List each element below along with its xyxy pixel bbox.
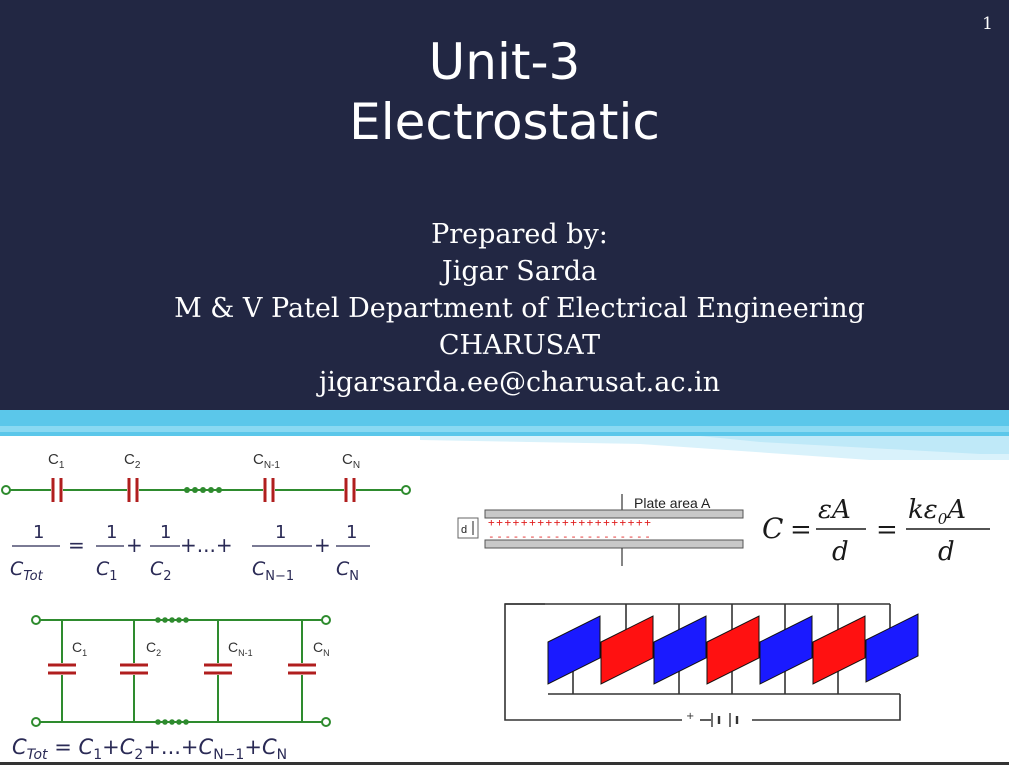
- svg-text:CN: CN: [342, 451, 360, 471]
- svg-text:C1: C1: [48, 451, 65, 471]
- author-name: Jigar Sarda: [441, 256, 598, 287]
- svg-text:d: d: [832, 537, 849, 567]
- svg-text:kε0A: kε0A: [908, 495, 966, 528]
- author-email: jigarsarda.ee@charusat.ac.in: [318, 367, 721, 398]
- capacitance-formula: C = εA d = kε0A d: [762, 495, 990, 567]
- parallel-formula: CTot = C1+C2+...+CN−1+CN: [12, 735, 287, 763]
- multi-plate-capacitor: +: [504, 603, 919, 728]
- decorative-stripes: [0, 410, 1009, 460]
- institution-name: CHARUSAT: [438, 330, 601, 361]
- plate-capacitor-diagram: Plate area A ++++++++++++++++++++ ------…: [457, 494, 990, 728]
- svg-text:=: =: [68, 533, 85, 557]
- svg-text:++++++++++++++++++++: ++++++++++++++++++++: [488, 516, 652, 529]
- svg-text:+: +: [126, 533, 143, 557]
- svg-text:d: d: [461, 524, 467, 536]
- svg-text:CN-1: CN-1: [253, 451, 280, 471]
- svg-text:1: 1: [275, 522, 286, 543]
- author-block: Prepared by: Jigar Sarda M & V Patel Dep…: [0, 216, 1009, 401]
- svg-text:--------------------: --------------------: [488, 530, 652, 543]
- svg-text:C2: C2: [124, 451, 141, 471]
- svg-text:1: 1: [346, 522, 357, 543]
- svg-text:1: 1: [160, 522, 171, 543]
- svg-text:+: +: [686, 711, 694, 722]
- bottom-border: [0, 762, 1009, 765]
- capacitor-circuits: C1 C2 CN-1 CN 1 CTot = 1 C1 + 1 C2 +...+…: [1, 451, 411, 763]
- svg-text:εA: εA: [818, 495, 851, 525]
- svg-text:+...+: +...+: [180, 533, 233, 557]
- plate-area-label: Plate area A: [634, 495, 711, 511]
- title-topic: Electrostatic: [349, 93, 660, 151]
- page-number: 1: [982, 14, 993, 34]
- svg-text:1: 1: [106, 522, 117, 543]
- title-panel: 1 Unit-3 Electrostatic Prepared by: Jiga…: [0, 0, 1009, 418]
- title-unit: Unit-3: [428, 33, 581, 91]
- slide-title: Unit-3 Electrostatic: [0, 32, 1009, 152]
- svg-text:1: 1: [33, 522, 44, 543]
- svg-text:=: =: [876, 515, 898, 545]
- svg-text:C: C: [762, 512, 783, 545]
- department-name: M & V Patel Department of Electrical Eng…: [174, 293, 865, 324]
- svg-text:+: +: [314, 533, 331, 557]
- svg-text:=: =: [790, 515, 812, 545]
- series-circuit: C1 C2 CN-1 CN: [1, 451, 411, 502]
- svg-text:d: d: [938, 537, 955, 567]
- prepared-by-label: Prepared by:: [431, 219, 608, 250]
